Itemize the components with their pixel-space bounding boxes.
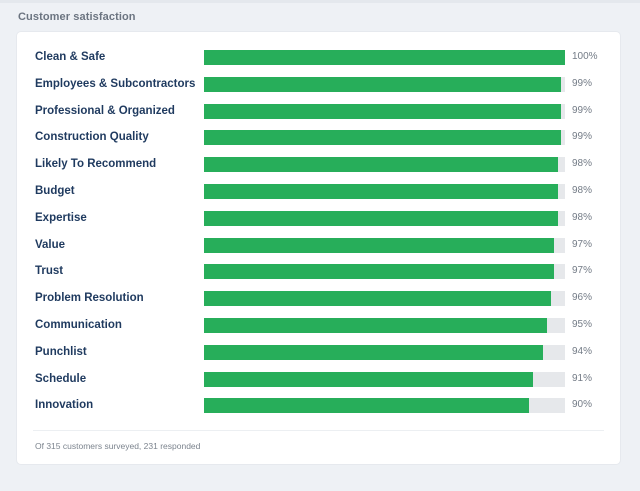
- rating-value: 98%: [572, 158, 593, 170]
- rating-label: Likely To Recommend: [35, 158, 157, 171]
- rating-label: Schedule: [35, 372, 87, 385]
- rating-row-problem-resolution: Problem Resolution 96%: [17, 290, 620, 307]
- rating-row-budget: Budget 98%: [17, 183, 620, 199]
- rating-label: Trust: [35, 265, 64, 278]
- rating-value: 98%: [572, 211, 593, 223]
- rating-bar-track: [204, 76, 565, 92]
- rating-row-innovation: Innovation 90%: [17, 397, 620, 414]
- rating-bar-track: [204, 344, 565, 360]
- rating-bar-fill: [204, 291, 551, 307]
- rating-label: Innovation: [35, 399, 94, 412]
- rating-bar-fill: [204, 318, 547, 333]
- top-divider: [0, 0, 640, 3]
- rating-row-construction-quality: Construction Quality 99%: [17, 129, 620, 146]
- rating-value: 90%: [572, 399, 593, 411]
- rating-value: 96%: [572, 292, 593, 304]
- rating-label: Construction Quality: [35, 131, 149, 144]
- rating-label: Budget: [35, 185, 75, 197]
- rating-bar-fill: [204, 184, 558, 199]
- rating-bar-fill: [204, 264, 555, 280]
- rating-row-expertise: Expertise 98%: [17, 210, 620, 226]
- rating-bar-fill: [204, 344, 544, 360]
- rating-value: 95%: [572, 319, 593, 330]
- rating-bar-fill: [204, 130, 562, 146]
- rating-bar-fill: [204, 157, 558, 173]
- rating-row-punchlist: Punchlist 94%: [17, 344, 620, 360]
- rating-bar-track: [204, 398, 565, 414]
- section-title: Customer satisfaction: [18, 11, 136, 23]
- rating-bar-track: [204, 264, 565, 280]
- rating-label: Punchlist: [35, 345, 87, 358]
- rating-value: 98%: [572, 185, 593, 196]
- rating-label: Problem Resolution: [35, 292, 144, 305]
- rating-bar-track: [204, 130, 565, 146]
- rating-bar-fill: [204, 103, 562, 119]
- rating-row-value: Value 97%: [17, 237, 620, 253]
- rating-bar-track: [204, 103, 565, 119]
- rating-bar-fill: [204, 50, 565, 65]
- rating-bar-track: [204, 237, 565, 253]
- rating-value: 97%: [572, 238, 593, 250]
- rating-label: Communication: [35, 319, 122, 331]
- rating-bar-fill: [204, 210, 558, 226]
- survey-footnote: Of 315 customers surveyed, 231 responded: [35, 441, 201, 451]
- rating-label: Clean & Safe: [35, 51, 106, 63]
- rating-row-schedule: Schedule 91%: [17, 371, 620, 387]
- rating-label: Professional & Organized: [35, 104, 175, 117]
- rating-row-likely-to-recommend: Likely To Recommend 98%: [17, 156, 620, 173]
- rating-row-trust: Trust 97%: [17, 263, 620, 280]
- rating-label: Employees & Subcontractors: [35, 77, 196, 90]
- rating-value: 91%: [572, 372, 593, 384]
- rating-value: 94%: [572, 345, 593, 357]
- footer-divider: [33, 430, 604, 431]
- rating-bar-track: [204, 210, 565, 226]
- rating-bar-fill: [204, 371, 533, 387]
- rating-value: 100%: [572, 51, 598, 62]
- rating-row-clean-safe: Clean & Safe 100%: [17, 49, 620, 65]
- rating-bar-track: [204, 50, 565, 65]
- rating-bar-fill: [204, 398, 529, 414]
- rating-bar-fill: [204, 237, 555, 253]
- rating-bar-track: [204, 291, 565, 307]
- rating-value: 99%: [572, 131, 593, 143]
- rating-bar-fill: [204, 76, 562, 92]
- rating-bar-track: [204, 157, 565, 173]
- satisfaction-card: Clean & Safe 100% Employees & Subcontrac…: [17, 32, 620, 464]
- rating-value: 99%: [572, 104, 593, 116]
- rating-bar-track: [204, 318, 565, 333]
- rating-value: 99%: [572, 77, 593, 89]
- rating-row-employees-subcontractors: Employees & Subcontractors 99%: [17, 76, 620, 92]
- rating-value: 97%: [572, 265, 593, 277]
- rating-label: Value: [35, 238, 66, 251]
- rating-row-professional-organized: Professional & Organized 99%: [17, 103, 620, 119]
- rating-label: Expertise: [35, 211, 87, 224]
- rating-row-communication: Communication 95%: [17, 317, 620, 333]
- rating-bar-track: [204, 371, 565, 387]
- rating-bar-track: [204, 184, 565, 199]
